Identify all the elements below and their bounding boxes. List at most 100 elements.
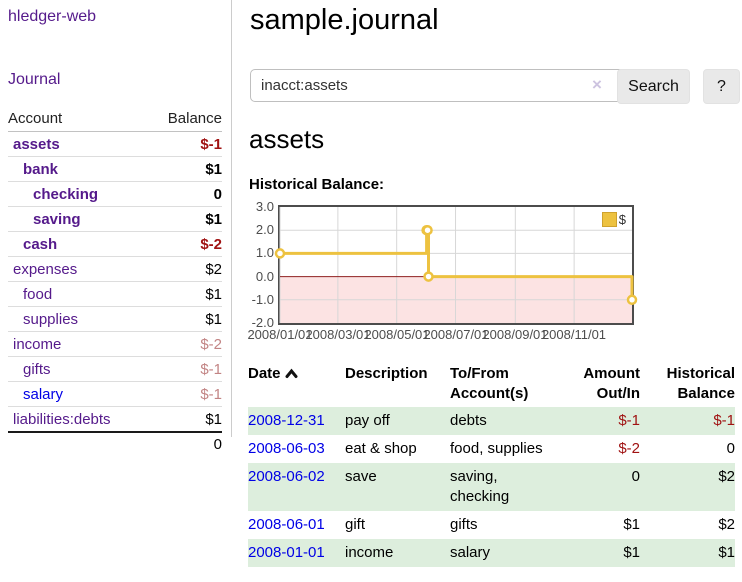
x-axis-tick-label: 2008/01/01: [247, 327, 313, 342]
register-row: 2008-06-01 gift gifts $1 $2: [248, 511, 735, 539]
y-axis-tick-label: 3.0: [255, 199, 274, 214]
chart-canvas: [274, 207, 638, 323]
cell-amount: $1: [623, 544, 640, 561]
cell-amount: $-1: [618, 412, 640, 429]
transaction-date-link[interactable]: 2008-06-02: [248, 468, 325, 485]
cell-amount: 0: [631, 468, 640, 485]
account-link-bank[interactable]: bank: [23, 160, 59, 178]
account-row: bank $1: [8, 156, 222, 181]
account-balance: $-2: [200, 235, 222, 253]
account-balance: $1: [205, 310, 222, 328]
data-point-marker: [423, 271, 434, 282]
transaction-date-link[interactable]: 2008-06-01: [248, 516, 325, 533]
page-title: sample.journal: [250, 4, 439, 36]
account-row: expenses $2: [8, 256, 222, 281]
cell-amount: $1: [623, 516, 640, 533]
account-balance: $-1: [200, 385, 222, 403]
sort-ascending-icon: [285, 368, 298, 378]
account-balance: $1: [205, 410, 222, 428]
account-balance: 0: [213, 185, 222, 203]
y-axis-tick-label: -2.0: [251, 315, 274, 330]
register-row: 2008-06-03 eat & shop food, supplies $-2 0: [248, 435, 735, 463]
y-axis-tick-label: 1.0: [255, 245, 274, 260]
account-row: checking 0: [8, 181, 222, 206]
account-balance: $1: [205, 285, 222, 303]
transaction-date-link[interactable]: 2008-12-31: [248, 412, 325, 429]
data-point-marker: [274, 248, 286, 259]
cell-tofrom: gifts: [450, 516, 478, 533]
chart-title: Historical Balance:: [249, 176, 385, 193]
account-row: gifts $-1: [8, 356, 222, 381]
y-axis-tick-label: 2.0: [255, 222, 274, 237]
sidebar: hledger-web Journal Account Balance asse…: [0, 0, 232, 453]
cell-tofrom: saving, checking: [450, 468, 510, 505]
account-balance: $1: [205, 160, 222, 178]
accounts-total-value: 0: [213, 435, 222, 453]
column-header-description: Description: [345, 365, 428, 382]
column-header-balance: Historical Balance: [666, 365, 735, 402]
register-header-row: Date Description To/From Account(s) Amou…: [248, 360, 735, 407]
account-row: income $-2: [8, 331, 222, 356]
cell-date[interactable]: 2008-12-31: [248, 407, 345, 435]
account-column-header: Account: [8, 110, 63, 127]
balance-column-header: Balance: [167, 110, 222, 127]
cell-date[interactable]: 2008-06-02: [248, 463, 345, 511]
cell-tofrom: debts: [450, 412, 487, 429]
search-input[interactable]: [250, 69, 624, 102]
cell-balance: $2: [718, 468, 735, 485]
balance-chart: $: [274, 205, 638, 325]
cell-balance: $1: [718, 544, 735, 561]
accounts-table-header: Account Balance: [8, 106, 222, 132]
cell-date[interactable]: 2008-06-01: [248, 511, 345, 539]
column-header-tofrom: To/From Account(s): [450, 365, 529, 402]
account-link-salary[interactable]: salary: [23, 385, 64, 403]
app-title-link[interactable]: hledger-web: [8, 8, 97, 25]
data-point-marker: [626, 294, 638, 306]
clear-search-icon[interactable]: ×: [592, 75, 602, 94]
transaction-date-link[interactable]: 2008-06-03: [248, 440, 325, 457]
x-axis-tick-label: 2008/03/01: [305, 327, 371, 342]
cell-balance: $2: [718, 516, 735, 533]
cell-amount: $-2: [618, 440, 640, 457]
register-table: Date Description To/From Account(s) Amou…: [248, 360, 735, 567]
account-heading: assets: [249, 124, 325, 154]
cell-date[interactable]: 2008-06-03: [248, 435, 345, 463]
account-row: supplies $1: [8, 306, 222, 331]
transaction-date-link[interactable]: 2008-01-01: [248, 544, 325, 561]
account-link-checking[interactable]: checking: [33, 185, 99, 203]
accounts-total-row: 0: [8, 431, 222, 455]
accounts-table: Account Balance assets $-1 bank $1 checking 0…: [8, 106, 222, 455]
sidebar-item-journal[interactable]: Journal: [8, 71, 61, 88]
account-link-liabilities-debts[interactable]: liabilities:debts: [13, 410, 111, 428]
account-link-assets[interactable]: assets: [13, 135, 60, 153]
account-link-expenses[interactable]: expenses: [13, 260, 78, 278]
account-balance: $1: [205, 210, 222, 228]
cell-description: gift: [345, 516, 366, 533]
cell-date[interactable]: 2008-01-01: [248, 539, 345, 567]
y-axis-tick-label: -1.0: [251, 292, 274, 307]
column-header-amount: Amount Out/In: [583, 365, 640, 402]
account-link-cash[interactable]: cash: [23, 235, 58, 253]
account-balance: $2: [205, 260, 222, 278]
account-link-income[interactable]: income: [13, 335, 62, 353]
x-axis-tick-label: 2008/07/01: [423, 327, 489, 342]
search-button[interactable]: Search: [617, 69, 690, 104]
legend-label: $: [618, 212, 626, 227]
x-axis-tick-label: 2008/11/01: [541, 327, 607, 342]
account-link-gifts[interactable]: gifts: [23, 360, 51, 378]
y-axis-tick-label: 0.0: [255, 269, 274, 284]
register-row: 2008-01-01 income salary $1 $1: [248, 539, 735, 567]
help-button[interactable]: ?: [703, 69, 740, 104]
account-row: saving $1: [8, 206, 222, 231]
legend-swatch-icon: [601, 212, 617, 227]
column-header-date[interactable]: Date: [248, 360, 345, 407]
account-link-saving[interactable]: saving: [33, 210, 81, 228]
account-link-food[interactable]: food: [23, 285, 53, 303]
cell-balance: $-1: [713, 412, 735, 429]
cell-tofrom: food, supplies: [450, 440, 543, 457]
account-row: liabilities:debts $1: [8, 406, 222, 431]
cell-description: income: [345, 544, 394, 561]
account-link-supplies[interactable]: supplies: [23, 310, 79, 328]
account-row: assets $-1: [8, 132, 222, 156]
cell-description: eat & shop: [345, 440, 417, 457]
